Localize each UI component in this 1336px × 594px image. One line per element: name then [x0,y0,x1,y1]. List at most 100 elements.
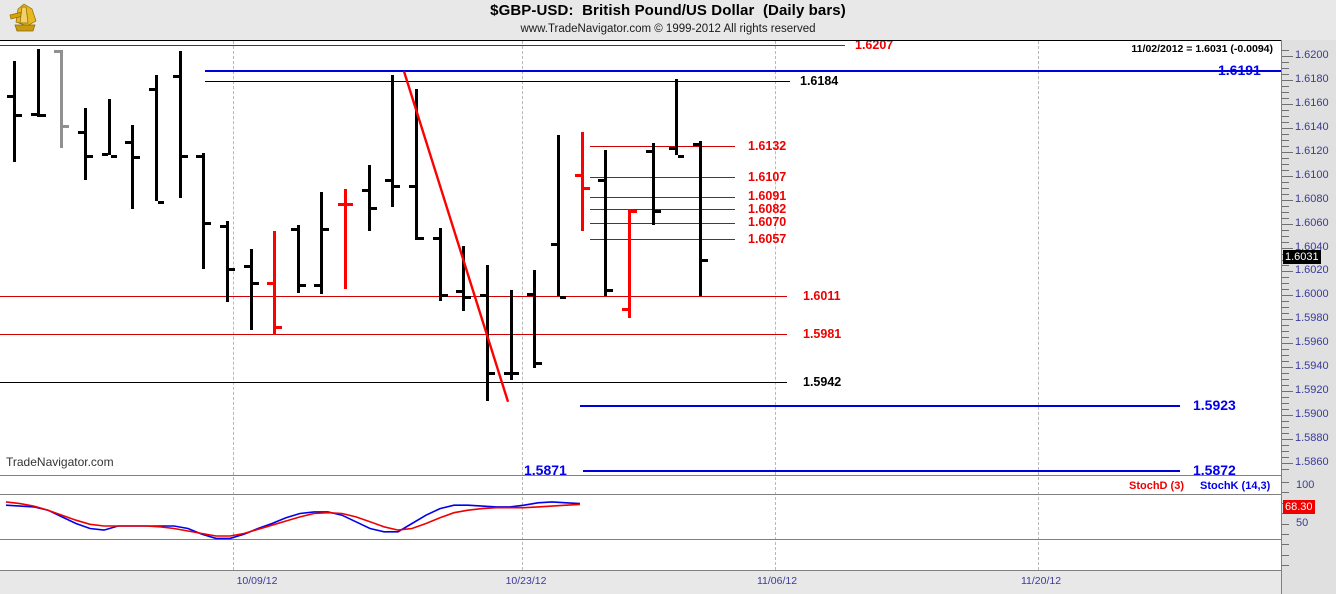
price-axis-minor-tick [1282,61,1289,63]
price-axis-minor-tick [1282,361,1289,363]
bar-stem [462,246,465,311]
stoch-axis-tick [1282,565,1289,566]
page-title: $GBP-USD: British Pound/US Dollar (Daily… [490,2,846,19]
price-axis-minor-tick [1282,283,1289,285]
price-axis-minor-tick [1282,451,1289,453]
bar-stem [439,228,442,302]
level-label-1-5923: 1.5923 [1193,397,1236,413]
bar-open-tick [149,88,155,92]
bar-stem [533,270,536,369]
price-axis-minor-tick [1282,457,1289,458]
bar-open-tick [480,294,486,298]
bar-close-tick [300,284,306,288]
price-axis-minor-tick [1282,325,1289,327]
bar-stem [226,220,229,303]
bar-close-tick [371,206,377,210]
bar-close-tick [560,296,566,300]
price-axis-minor-tick [1282,169,1289,171]
gridline-vertical [775,477,776,570]
date-tick-label: 10/23/12 [505,575,547,587]
bar-open-tick [669,146,675,150]
bar-close-tick [394,185,400,189]
bar-close-tick [465,296,471,300]
level-label-1-6070: 1.6070 [748,215,787,229]
price-axis-minor-tick [1282,157,1289,159]
price-axis-minor-tick [1282,349,1289,351]
trendline-overlay [402,71,510,403]
price-axis-label: 1.5940 [1295,360,1329,373]
level-line-1-5981 [0,334,787,335]
price-axis-minor-tick [1282,307,1289,309]
bar-stem [652,143,655,225]
bar-open-tick [504,371,510,375]
level-line-1-5923 [580,405,1180,407]
bar-stem [320,192,323,295]
bar-close-tick [40,114,46,118]
price-axis-minor-tick [1282,445,1289,447]
date-tick-label: 10/09/12 [236,575,278,587]
bar-stem [179,51,182,199]
price-axis-minor-tick [1282,385,1289,387]
price-axis-minor-tick [1282,50,1289,51]
level-line-1-6011 [0,296,787,297]
price-axis-minor-tick [1282,133,1289,135]
level-label-1-5942: 1.5942 [803,375,842,389]
bar-stem [415,89,418,241]
price-chart-pane[interactable]: 11/02/2012 = 1.6031 (-0.0094) 1.6207 1.6… [0,40,1281,476]
date-tick-label: 11/06/12 [756,575,798,587]
price-axis-minor-tick [1282,97,1289,99]
bar-stem [557,134,560,297]
bar-stem [628,209,631,318]
bar-close-tick [63,125,69,129]
stochastic-pane[interactable]: StochD (3) StochK (14,3) [0,477,1281,570]
copyright-subtitle: www.TradeNavigator.com © 1999-2012 All r… [520,23,816,35]
gridline-vertical [1038,41,1039,475]
price-axis-minor-tick [1282,409,1289,411]
price-axis-minor-tick [1282,235,1289,237]
bar-close-tick [347,203,353,207]
level-label-1-6107: 1.6107 [748,170,787,184]
bar-close-tick [16,114,22,118]
bar-close-tick [276,326,282,330]
bar-stem [13,60,16,163]
price-axis-label: 1.5880 [1295,432,1329,445]
price-axis-label: 1.5900 [1295,408,1329,421]
level-line-1-6132 [590,146,735,147]
level-label-1-5871: 1.5871 [524,462,567,476]
price-axis[interactable]: 1.6200 1.6180 1.6160 1.6140 1.6120 1.6100 1.60… [1281,40,1336,594]
price-axis-minor-tick [1282,289,1289,291]
price-axis-minor-tick [1282,391,1289,393]
price-axis-label: 1.6140 [1295,120,1329,133]
price-axis-minor-tick [1282,79,1289,81]
price-axis-minor-tick [1282,247,1289,249]
price-axis-minor-tick [1282,421,1289,423]
bar-stem [368,164,371,231]
gridline-vertical [233,41,234,475]
price-axis-minor-tick [1282,181,1289,183]
price-axis-minor-tick [1282,319,1289,321]
bar-open-tick [173,74,179,78]
price-axis-minor-tick [1282,301,1289,303]
bar-close-tick [584,187,590,191]
level-line-1-6057 [590,239,735,240]
gridline-vertical [775,41,776,475]
bar-stem [155,74,158,201]
bar-close-tick [134,156,140,160]
price-axis-minor-tick [1282,373,1289,375]
bar-stem [675,78,678,156]
bar-stem [391,74,394,207]
bar-open-tick [314,284,320,288]
bar-stem [131,125,134,209]
level-label-1-6091: 1.6091 [748,189,787,203]
price-axis-minor-tick [1282,163,1289,165]
bar-open-tick [622,308,628,312]
price-axis-label: 1.6160 [1295,96,1329,109]
price-axis-label: 1.6120 [1295,144,1329,157]
bar-close-tick [323,228,329,232]
price-axis-minor-tick [1282,403,1289,405]
bar-stem [581,132,584,231]
bar-open-tick [693,143,699,147]
bar-open-tick [244,265,250,269]
bar-close-tick [607,289,613,293]
